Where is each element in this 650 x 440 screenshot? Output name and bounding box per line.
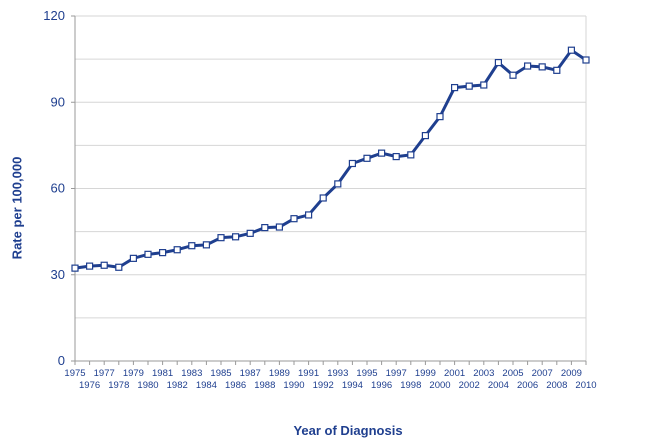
data-point [421,132,429,140]
data-point [348,159,356,168]
data-point [71,264,79,272]
data-point [480,81,488,89]
x-tick-label: 2006 [517,380,538,391]
data-point [582,56,590,64]
x-tick-label: 1994 [342,380,363,391]
x-tick-label: 1989 [269,368,290,379]
y-tick-label: 30 [51,267,65,282]
data-point [246,229,254,237]
data-point [553,66,561,74]
x-tick-label: 1978 [108,380,129,391]
data-point [232,233,240,241]
data-point [334,180,342,188]
data-point [378,149,386,157]
data-point [567,46,576,54]
y-tick-label: 0 [58,353,65,368]
x-tick-label: 2001 [444,368,465,379]
x-tick-label: 1976 [79,380,100,391]
x-tick-label: 1996 [371,380,392,391]
data-point [188,242,196,250]
data-point [392,152,400,161]
data-point [363,154,371,162]
x-tick-label: 1987 [240,368,261,379]
x-tick-label: 2010 [575,380,596,391]
data-point [494,58,502,67]
data-point [85,262,94,270]
x-tick-label: 1981 [152,368,173,379]
x-tick-label: 1988 [254,380,275,391]
data-point [261,224,269,232]
data-point [407,151,415,159]
data-point [159,249,167,257]
x-tick-label: 2008 [546,380,567,391]
x-tick-label: 2000 [429,380,450,391]
data-point [173,246,181,254]
x-tick-label: 2009 [561,368,582,379]
data-point [538,63,546,71]
data-point [100,261,108,269]
x-tick-label: 1975 [64,368,85,379]
data-point [451,83,459,92]
data-point [465,82,473,90]
data-point [144,250,152,258]
x-tick-label: 2005 [502,368,523,379]
x-tick-label: 1995 [356,368,377,379]
y-tick-label: 120 [43,8,65,23]
x-tick-label: 1982 [167,380,188,391]
y-tick-label: 60 [51,181,65,196]
x-tick-label: 1999 [415,368,436,379]
x-tick-label: 1998 [400,380,421,391]
x-tick-label: 1991 [298,368,319,379]
x-tick-label: 1993 [327,368,348,379]
data-point [202,241,210,249]
x-tick-label: 2002 [459,380,480,391]
data-point [115,263,123,271]
x-tick-label: 1985 [210,368,231,379]
x-tick-label: 1979 [123,368,144,379]
x-tick-label: 1980 [137,380,158,391]
x-tick-label: 1990 [283,380,304,391]
data-point [509,71,517,79]
x-tick-label: 2007 [532,368,553,379]
x-tick-label: 1986 [225,380,246,391]
data-point [436,113,444,121]
data-point [290,215,298,223]
x-tick-label: 1997 [386,368,407,379]
x-tick-label: 1992 [313,380,334,391]
x-tick-label: 1984 [196,380,217,391]
data-point [275,223,283,231]
x-tick-label: 1977 [94,368,115,379]
x-axis-label: Year of Diagnosis [293,423,403,438]
series-line [74,48,587,270]
y-tick-label: 90 [51,94,65,109]
y-axis-label: Rate per 100,000 [9,156,25,260]
x-tick-label: 1983 [181,368,202,379]
data-point [129,254,137,262]
x-tick-label: 2003 [473,368,494,379]
data-point [305,211,313,219]
x-tick-label: 2004 [488,380,509,391]
data-point [523,62,532,70]
data-point [319,194,327,202]
data-point [217,234,225,242]
